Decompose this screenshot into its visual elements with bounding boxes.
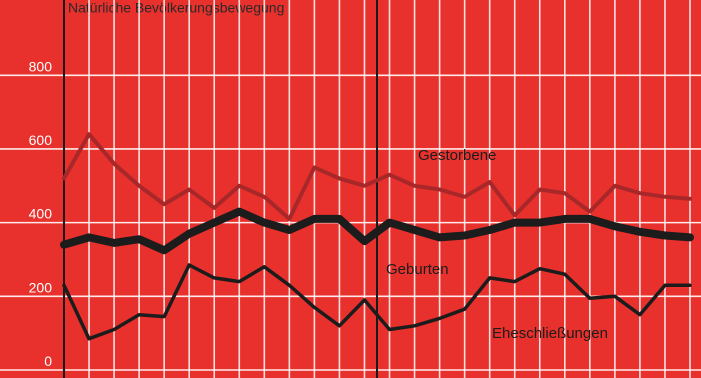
series-label: Eheschließungen (492, 325, 608, 342)
series-label: Gestorbene (418, 147, 496, 164)
series-labels: Gestorbene Geburten Eheschließungen (386, 147, 608, 342)
chart-title: Natürliche Bevölkerungsbewegung (68, 0, 284, 15)
y-tick-label: 800 (29, 58, 53, 74)
series-line (60, 207, 694, 255)
y-axis-ticks: 0 200 400 600 800 (29, 58, 53, 369)
series-lines (60, 132, 694, 341)
y-tick-label: 200 (29, 279, 53, 295)
series-line (62, 263, 692, 341)
series-line (62, 132, 692, 221)
y-tick-label: 400 (29, 206, 53, 222)
dividers (63, 0, 378, 378)
y-tick-label: 0 (44, 353, 52, 369)
series-label: Geburten (386, 261, 449, 278)
y-tick-label: 600 (29, 132, 53, 148)
